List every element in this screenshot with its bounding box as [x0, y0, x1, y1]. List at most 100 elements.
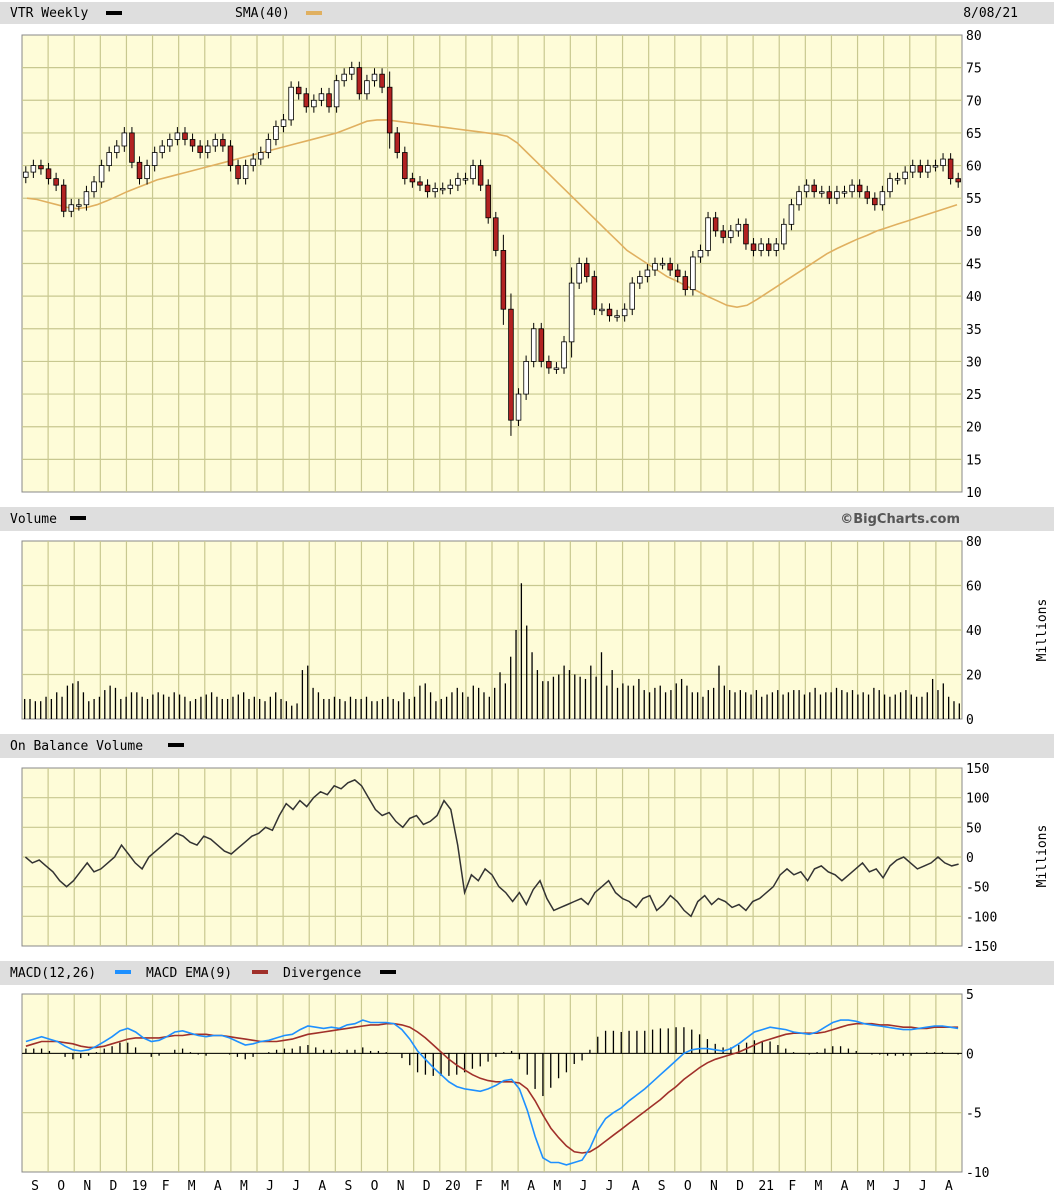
x-tick-label: 21 — [758, 1179, 774, 1194]
y-tick-label: 40 — [966, 290, 982, 305]
x-tick-label: S — [31, 1179, 39, 1194]
macd-label: MACD(12,26) — [10, 966, 96, 981]
macd-ema-legend-swatch — [252, 970, 268, 974]
candle-body — [515, 393, 522, 421]
candle-body — [83, 191, 90, 206]
candle-body — [91, 181, 97, 193]
candle-body — [356, 67, 363, 95]
x-tick-label: D — [423, 1179, 431, 1194]
obv-header-bar — [0, 734, 1054, 758]
candle-body — [758, 243, 764, 251]
candle-body — [493, 217, 499, 251]
candle-body — [417, 181, 423, 186]
y-tick-label: 65 — [966, 127, 982, 142]
candle-body — [45, 168, 52, 180]
x-tick-label: M — [240, 1179, 248, 1194]
x-tick-label: D — [109, 1179, 117, 1194]
candle-body — [159, 145, 165, 153]
candle-body — [151, 152, 158, 166]
candle-body — [189, 139, 196, 147]
candle-body — [508, 308, 514, 421]
candle-body — [553, 367, 560, 370]
volume-header-bar — [0, 507, 1054, 531]
candle-body — [386, 86, 393, 134]
macd-y-axis: 5 0 -5 -10 — [966, 988, 989, 1181]
candle-body — [182, 132, 188, 140]
candle-body — [796, 191, 802, 206]
candle-body — [629, 282, 635, 310]
candle-body — [68, 204, 75, 212]
candle-body — [114, 145, 120, 153]
y-tick-label: 5 — [966, 988, 974, 1003]
candle-body — [712, 217, 719, 232]
date-label: 8/08/21 — [963, 6, 1018, 21]
y-tick-label: 55 — [966, 192, 982, 207]
y-tick-label: 0 — [966, 713, 974, 728]
y-tick-label: 0 — [966, 851, 974, 866]
y-tick-label: 80 — [966, 29, 982, 44]
bigcharts-brand: ©BigCharts.com — [840, 512, 960, 527]
candle-body — [30, 165, 37, 173]
candle-body — [242, 165, 249, 180]
candle-body — [265, 139, 272, 153]
x-tick-label: M — [814, 1179, 822, 1194]
candle-body — [333, 80, 340, 108]
candle-body — [379, 73, 385, 88]
y-tick-label: 50 — [966, 225, 982, 240]
x-tick-label: 19 — [132, 1179, 148, 1194]
candle-body — [864, 191, 870, 199]
divergence-label: Divergence — [283, 966, 361, 981]
y-tick-label: 20 — [966, 421, 982, 436]
x-tick-label: J — [919, 1179, 927, 1194]
sma-label: SMA(40) — [235, 6, 290, 21]
x-tick-label: M — [501, 1179, 509, 1194]
y-tick-label: 25 — [966, 388, 982, 403]
candle-body — [728, 230, 734, 238]
candle-body — [295, 86, 302, 95]
candle-body — [735, 223, 742, 232]
candle-body — [235, 165, 241, 180]
macd-line — [25, 1019, 959, 1166]
price-panel — [21, 34, 963, 493]
candle-body — [819, 191, 825, 194]
candle-body — [841, 191, 848, 194]
y-tick-label: 20 — [966, 669, 982, 684]
sma-line — [26, 119, 958, 309]
x-tick-label: S — [344, 1179, 352, 1194]
candle-body — [455, 178, 461, 186]
candle-body — [227, 145, 234, 166]
candle-body — [849, 184, 855, 193]
candle-body — [371, 73, 378, 82]
y-tick-label: -50 — [966, 881, 989, 896]
candle-body — [879, 191, 886, 206]
y-tick-label: 15 — [966, 453, 982, 468]
y-tick-label: 150 — [966, 762, 989, 777]
volume-label: Volume — [10, 512, 57, 527]
candle-body — [538, 328, 545, 362]
candle-body — [288, 86, 294, 121]
candle-body — [682, 276, 689, 291]
x-axis-labels: S O N D 19 F M A M J J A S O N D 20 F M A M J J A S O N D 21 F M A M J J A — [31, 1179, 953, 1194]
candle-body — [826, 191, 833, 199]
x-tick-label: A — [214, 1179, 222, 1194]
y-tick-label: 50 — [966, 821, 982, 836]
candle-body — [637, 276, 643, 284]
x-tick-label: S — [658, 1179, 666, 1194]
y-tick-label: 0 — [966, 1047, 974, 1062]
candle-body — [318, 93, 325, 101]
x-tick-label: N — [397, 1179, 405, 1194]
price-header-bar — [0, 2, 1054, 24]
candle-body — [811, 184, 817, 193]
candle-body — [174, 132, 181, 140]
y-tick-label: 60 — [966, 580, 982, 595]
candle-body — [902, 171, 908, 180]
candle-body — [212, 139, 219, 147]
candle-body — [887, 178, 893, 193]
macd-legend-swatch — [115, 970, 131, 974]
y-tick-label: 80 — [966, 535, 982, 550]
x-tick-label: F — [788, 1179, 796, 1194]
obv-label: On Balance Volume — [10, 739, 143, 754]
candle-body — [606, 308, 613, 317]
price-legend-swatch — [106, 11, 122, 15]
candle-body — [121, 132, 128, 147]
